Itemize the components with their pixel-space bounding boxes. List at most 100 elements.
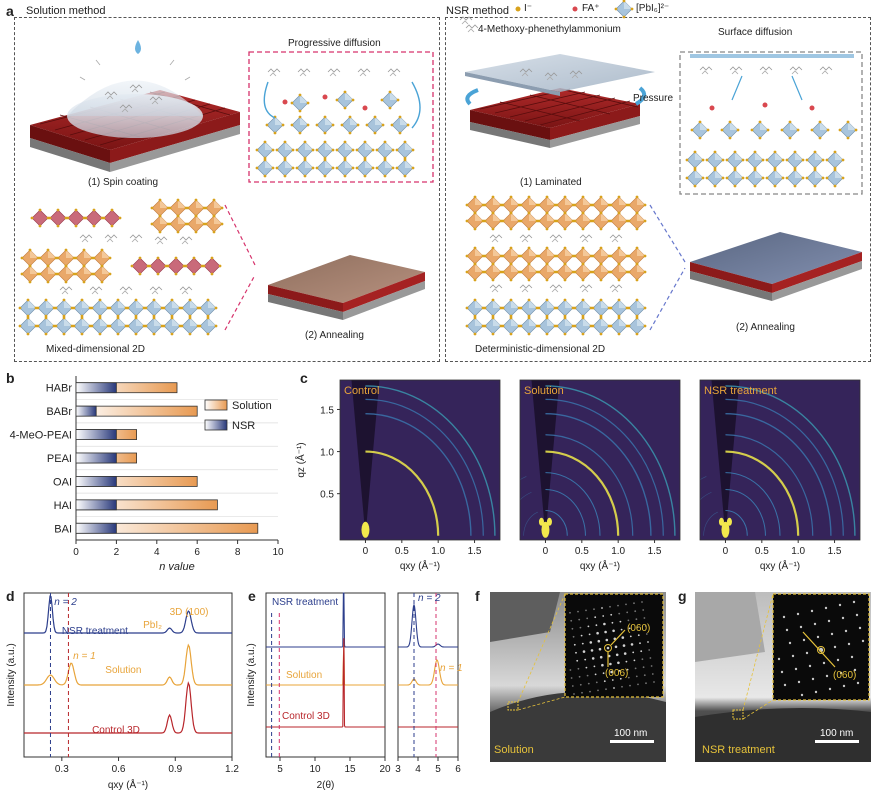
bragg-spot — [546, 517, 552, 526]
diffraction-spot — [629, 684, 631, 687]
label-n2: n = 2 — [54, 597, 77, 608]
label-control: Control 3D — [92, 725, 140, 736]
main-plot-frame — [265, 592, 386, 758]
diffraction-spot — [796, 612, 800, 616]
legend-methoxy: 4-Methoxy-phenethylammonium — [478, 24, 621, 35]
diffraction-spot — [836, 658, 840, 662]
y-axis-label: qz (Å⁻¹) — [294, 442, 307, 477]
annealing-left-label: (2) Annealing — [305, 330, 364, 341]
diffraction-spot — [603, 622, 606, 626]
giwaxs-map — [340, 380, 500, 540]
map-subtitle: Solution — [524, 385, 564, 397]
diffraction-spot — [597, 689, 599, 692]
diffraction-spot — [577, 667, 580, 670]
diffraction-ring — [725, 434, 814, 536]
diffraction-spot — [630, 643, 634, 646]
diffraction-spot — [581, 642, 584, 645]
diffraction-spot — [814, 690, 818, 694]
diffraction-spot — [788, 641, 792, 645]
diffraction-spot — [640, 650, 643, 653]
pressure-label: Pressure — [633, 93, 674, 104]
diffraction-spot — [625, 660, 628, 663]
diffraction-spot — [625, 603, 627, 606]
diffraction-spot — [619, 620, 622, 623]
diffraction-spot — [797, 680, 801, 684]
diffraction-spot — [853, 668, 857, 672]
diffraction-spot — [637, 634, 640, 637]
diffraction-spot — [589, 641, 593, 644]
specular-spot — [361, 521, 370, 538]
diffraction-spot — [573, 643, 576, 646]
diffraction-spot — [602, 672, 605, 675]
x-tick-label: 1.5 — [468, 546, 482, 557]
diffraction-spot — [593, 665, 596, 668]
x-tick-label: 0.9 — [168, 764, 182, 775]
deterministic-2d-label: Deterministic-dimensional 2D — [475, 344, 606, 355]
legend-nsr-label: NSR — [232, 420, 255, 432]
diffraction-spot — [824, 606, 828, 610]
y-axis-label: Intensity (a.u.) — [246, 643, 257, 706]
progressive-diffusion-label: Progressive diffusion — [288, 38, 381, 49]
diffraction-spot — [603, 680, 606, 683]
diffraction-ring — [365, 398, 484, 536]
diffraction-spot — [595, 681, 598, 684]
label-solution: Solution — [286, 670, 322, 681]
solution-method-box — [14, 17, 440, 362]
diffraction-spot — [635, 618, 638, 621]
diffraction-spot — [595, 624, 598, 627]
category-label: HAI — [54, 500, 72, 512]
nsr-zoom-curve — [398, 603, 458, 648]
nsr-main-curve — [266, 592, 385, 648]
y-tick-label: 1.5 — [320, 405, 334, 416]
diffraction-spot — [783, 683, 787, 687]
progressive-diffusion-lattice — [255, 68, 421, 178]
x-tick-label: 1.5 — [828, 546, 842, 557]
diffraction-spot — [593, 608, 595, 611]
zoom-x-tick-label: 3 — [395, 764, 401, 775]
diffraction-spot — [617, 661, 620, 665]
diffraction-spot — [800, 693, 804, 697]
x-tick-label: 1.5 — [648, 546, 662, 557]
surface-diffusion-lattice — [685, 54, 858, 188]
diffraction-spot — [635, 675, 638, 678]
solution-method-title: Solution method — [26, 5, 106, 17]
diffraction-ring — [365, 412, 472, 536]
label-pbi2: PbI₂ — [143, 620, 162, 631]
diffraction-spot — [634, 667, 637, 670]
diffraction-spot — [618, 669, 621, 672]
diffraction-spot — [644, 625, 647, 627]
diffraction-spot — [830, 632, 834, 636]
diffraction-spot — [584, 658, 587, 661]
xrd-qxy-chart: 0.3 0.6 0.9 1.2 qxy (Å⁻¹) Intensity (a.u.) n =… — [6, 592, 239, 791]
nsr-curve — [24, 595, 232, 634]
y-tick-label: 1.0 — [320, 448, 334, 459]
diffraction-spot — [619, 677, 622, 680]
tem-g-spot-060: (060) — [833, 670, 857, 681]
diffraction-spot — [808, 664, 812, 668]
missing-wedge — [351, 380, 380, 536]
diffraction-spot — [622, 644, 626, 647]
diffraction-spot — [825, 674, 829, 678]
label-solution: Solution — [105, 665, 141, 676]
nsr-bar — [75, 429, 117, 440]
nsr-bar — [75, 499, 117, 511]
diffraction-spot — [645, 633, 648, 635]
diffraction-spot — [780, 670, 784, 674]
panel-d-letter: d — [6, 588, 15, 604]
diffraction-spot — [588, 633, 591, 636]
diffraction-spot — [610, 613, 613, 616]
legend-fa: FA⁺ — [582, 3, 600, 14]
deterministic-2d-lattice — [465, 195, 647, 336]
diffraction-spot — [643, 674, 646, 677]
annealed-film-solution — [268, 255, 425, 320]
diffraction-spot — [816, 635, 820, 639]
nsr-method-title: NSR method — [446, 5, 509, 17]
diffraction-spot — [650, 665, 653, 667]
giwaxs-map — [700, 380, 860, 540]
diffraction-spot — [570, 677, 573, 679]
laminated-label: (1) Laminated — [520, 177, 582, 188]
x-tick-label: 0.3 — [55, 764, 69, 775]
diffraction-spot — [617, 604, 619, 607]
diffraction-spot — [623, 652, 627, 655]
nsr-legend-icons — [459, 0, 634, 33]
